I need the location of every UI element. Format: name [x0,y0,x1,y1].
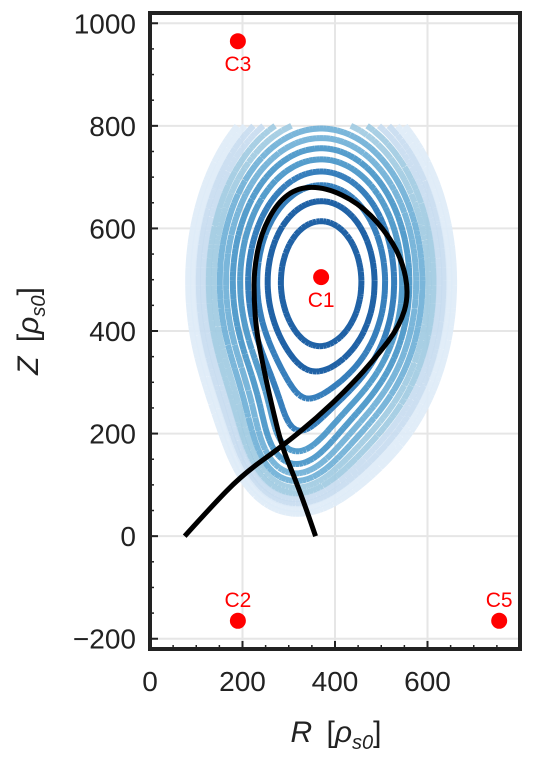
contour-line [277,218,365,350]
y-tick-label: 0 [120,521,136,552]
separatrix-line [182,184,410,538]
x-tick-label: 600 [404,666,451,697]
y-tick-label: 800 [89,111,136,142]
y-tick-label: 200 [89,419,136,450]
y-tick-label: 1000 [74,8,136,39]
contour-line [189,123,453,513]
coil-label-c2: C2 [224,589,251,612]
coil-marker-c1 [313,269,330,286]
x-tick-label: 0 [142,666,158,697]
flux-contours [185,123,458,517]
contour-line [210,123,432,491]
contour-line [205,123,437,497]
axis-ticks [149,22,521,649]
x-axis-label: R [ρs0] [290,716,381,754]
contour-line [194,123,448,508]
y-tick-label: 400 [89,316,136,347]
y-tick-label: 600 [89,213,136,244]
contour-line [229,145,413,467]
coil-marker-c3 [229,33,246,50]
coil-label-c1: C1 [308,289,335,312]
contour-line [264,198,378,375]
coil-label-c3: C3 [224,53,251,76]
x-tick-label: 400 [312,666,359,697]
x-tick-label: 200 [219,666,266,697]
y-axis-label: Z [ρs0] [12,287,50,376]
coil-label-c5: C5 [486,589,513,612]
coil-markers: C1 C2 C3 C5 [224,33,513,629]
y-tick-label: −200 [73,624,136,655]
contour-line [199,123,443,503]
coil-marker-c2 [229,612,246,629]
contour-line [237,156,406,455]
separatrix-curve [182,184,410,538]
coil-marker-c5 [491,612,508,629]
contour-line [185,123,458,517]
